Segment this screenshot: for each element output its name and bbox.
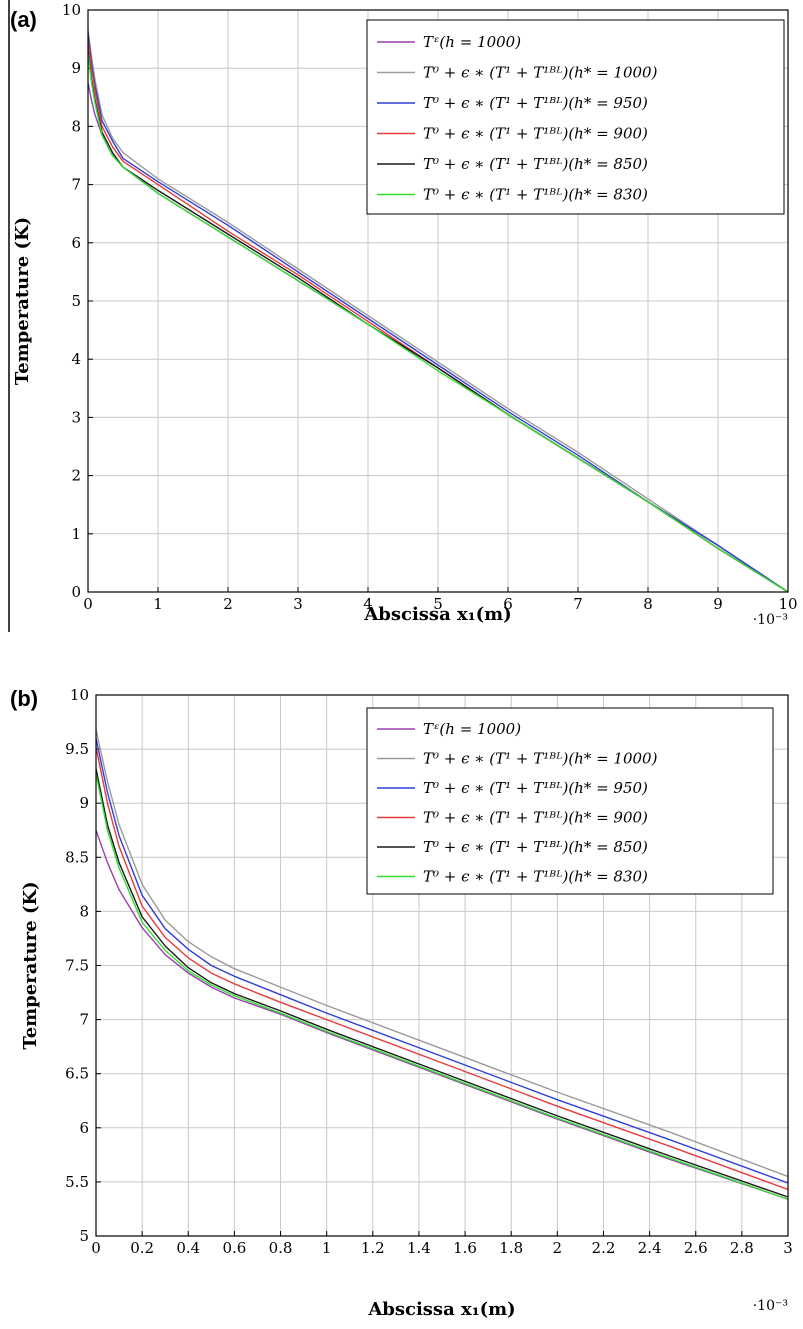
x-tick-label: 4 bbox=[363, 595, 373, 613]
x-tick-label: 1 bbox=[322, 1239, 332, 1257]
series-line-3 bbox=[96, 746, 788, 1191]
x-tick-label: 0.8 bbox=[269, 1239, 293, 1257]
y-tick-label: 4 bbox=[71, 350, 81, 368]
y-tick-label: 5 bbox=[71, 292, 81, 310]
y-tick-label: 7.5 bbox=[65, 957, 89, 975]
x-tick-label: 2.6 bbox=[684, 1239, 708, 1257]
series-line-4 bbox=[96, 768, 788, 1198]
x-tick-label: 1 bbox=[153, 595, 163, 613]
x-tick-label: 3 bbox=[783, 1239, 793, 1257]
x-axis-multiplier: ·10⁻³ bbox=[753, 1298, 788, 1314]
x-tick-label: 2.8 bbox=[730, 1239, 754, 1257]
legend-entry-3: T⁰ + ϵ ∗ (T¹ + T¹ᴮᴸ)(h* = 900) bbox=[423, 809, 648, 827]
series-line-0 bbox=[96, 830, 788, 1200]
y-tick-label: 9 bbox=[71, 59, 81, 77]
y-tick-label: 8 bbox=[79, 902, 89, 920]
x-tick-label: 1.2 bbox=[361, 1239, 385, 1257]
series-line-1 bbox=[96, 729, 788, 1178]
legend-box bbox=[366, 19, 785, 215]
series-line-2 bbox=[88, 33, 788, 592]
legend-entry-2: T⁰ + ϵ ∗ (T¹ + T¹ᴮᴸ)(h* = 950) bbox=[423, 779, 648, 797]
x-axis-label: Abscissa x₁(m) bbox=[363, 604, 511, 625]
y-tick-label: 7 bbox=[79, 1011, 89, 1029]
legend-entry-5: T⁰ + ϵ ∗ (T¹ + T¹ᴮᴸ)(h* = 830) bbox=[423, 868, 648, 886]
y-tick-label: 8 bbox=[71, 117, 81, 135]
y-tick-label: 10 bbox=[62, 1, 81, 19]
legend-entry-3: T⁰ + ϵ ∗ (T¹ + T¹ᴮᴸ)(h* = 900) bbox=[423, 125, 648, 143]
x-tick-label: 2.2 bbox=[592, 1239, 616, 1257]
x-tick-label: 10 bbox=[778, 595, 797, 613]
y-tick-label: 10 bbox=[70, 686, 89, 704]
x-tick-label: 0 bbox=[91, 1239, 101, 1257]
y-tick-label: 8.5 bbox=[65, 848, 89, 866]
x-tick-label: 2 bbox=[553, 1239, 563, 1257]
y-tick-label: 5 bbox=[79, 1227, 89, 1245]
x-axis-label: Abscissa x₁(m) bbox=[367, 1299, 515, 1320]
panel-label: (a) bbox=[10, 7, 37, 32]
legend-entry-2: T⁰ + ϵ ∗ (T¹ + T¹ᴮᴸ)(h* = 950) bbox=[423, 94, 648, 112]
legend-entry-1: T⁰ + ϵ ∗ (T¹ + T¹ᴮᴸ)(h* = 1000) bbox=[423, 64, 658, 82]
series-line-2 bbox=[96, 738, 788, 1184]
y-tick-label: 6 bbox=[79, 1119, 89, 1137]
x-tick-label: 0.6 bbox=[222, 1239, 246, 1257]
legend-box bbox=[366, 707, 774, 895]
panel-a: 0 1 2 3 4 5 6 7 8 9 10 0 1 2 3 4 5 6 7 8 9 10 (a) Abscissa x₁(m… bbox=[10, 1, 798, 628]
series-group bbox=[96, 729, 788, 1200]
y-tick-label: 0 bbox=[71, 583, 81, 601]
x-tick-label: 9 bbox=[713, 595, 723, 613]
x-tick-label: 5 bbox=[433, 595, 443, 613]
legend-entry-0: Tᵋ(h = 1000) bbox=[423, 33, 521, 51]
x-tick-label: 0.4 bbox=[176, 1239, 200, 1257]
y-tick-label: 7 bbox=[71, 176, 81, 194]
y-tick-label: 3 bbox=[71, 408, 81, 426]
plot-frame bbox=[87, 9, 789, 593]
legend-entry-4: T⁰ + ϵ ∗ (T¹ + T¹ᴮᴸ)(h* = 850) bbox=[423, 838, 648, 856]
x-tick-label: 1.8 bbox=[499, 1239, 523, 1257]
x-tick-label: 0 bbox=[83, 595, 93, 613]
legend-entry-4: T⁰ + ϵ ∗ (T¹ + T¹ᴮᴸ)(h* = 850) bbox=[423, 155, 648, 173]
x-tick-label: 1.6 bbox=[453, 1239, 477, 1257]
x-tick-label: 0.2 bbox=[130, 1239, 154, 1257]
plot-frame bbox=[95, 694, 789, 1237]
x-tick-label: 1.4 bbox=[407, 1239, 431, 1257]
y-axis-label: Temperature (K) bbox=[20, 881, 41, 1049]
y-tick-label: 2 bbox=[71, 467, 81, 485]
series-line-5 bbox=[96, 773, 788, 1200]
legend-entry-0: Tᵋ(h = 1000) bbox=[423, 720, 521, 738]
x-tick-label: 2.4 bbox=[638, 1239, 662, 1257]
x-tick-label: 7 bbox=[573, 595, 583, 613]
y-tick-label: 6.5 bbox=[65, 1065, 89, 1083]
x-tick-label: 6 bbox=[503, 595, 513, 613]
x-axis-multiplier: ·10⁻³ bbox=[753, 612, 788, 628]
y-tick-label: 9.5 bbox=[65, 740, 89, 758]
series-line-1 bbox=[88, 30, 788, 592]
y-tick-label: 9 bbox=[79, 794, 89, 812]
panel-label: (b) bbox=[10, 686, 38, 711]
panel-b: 0 0.2 0.4 0.6 0.8 1 1.2 1.4 1.6 1.8 2 2.2 2.4 2.6 2.8 3… bbox=[10, 686, 793, 1320]
x-tick-label: 8 bbox=[643, 595, 653, 613]
y-tick-label: 5.5 bbox=[65, 1173, 89, 1191]
x-tick-label: 2 bbox=[223, 595, 233, 613]
y-tick-label: 6 bbox=[71, 234, 81, 252]
legend-entry-1: T⁰ + ϵ ∗ (T¹ + T¹ᴮᴸ)(h* = 1000) bbox=[423, 750, 658, 768]
legend-entry-5: T⁰ + ϵ ∗ (T¹ + T¹ᴮᴸ)(h* = 830) bbox=[423, 186, 648, 204]
series-line-5 bbox=[88, 53, 788, 592]
y-tick-label: 1 bbox=[71, 525, 81, 543]
y-axis-label: Temperature (K) bbox=[12, 217, 33, 385]
series-group bbox=[88, 30, 788, 592]
x-tick-label: 3 bbox=[293, 595, 303, 613]
